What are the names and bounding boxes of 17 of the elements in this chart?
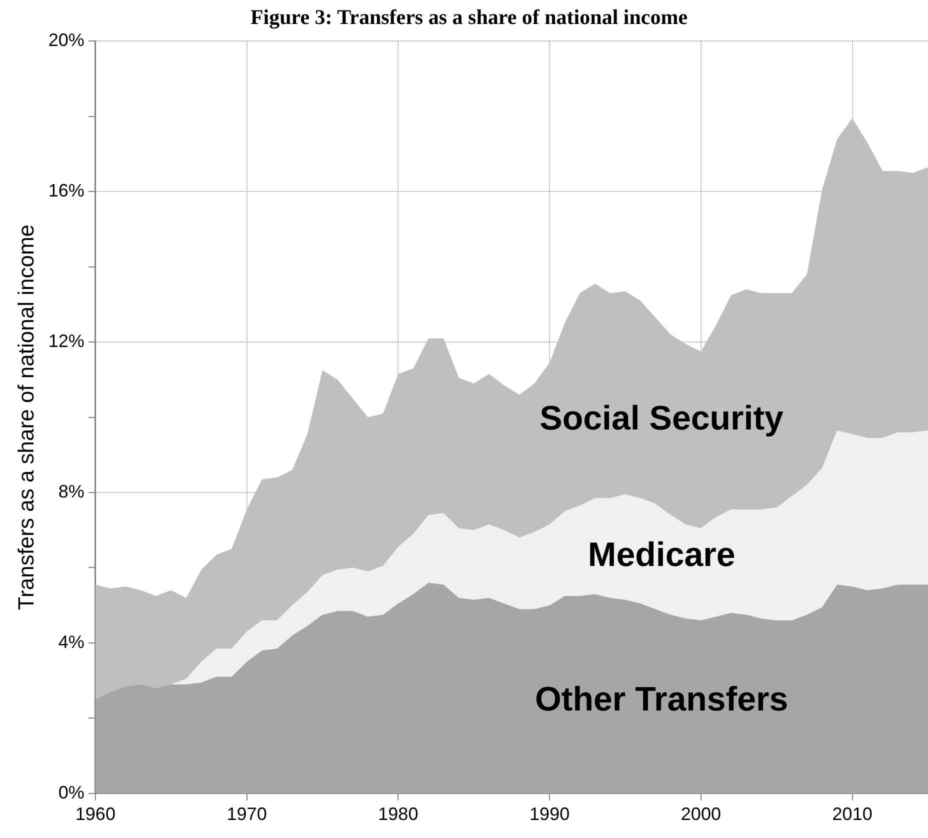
- y-axis-title: Transfers as a share of national income: [13, 224, 38, 610]
- series-label: Other Transfers: [534, 680, 788, 719]
- y-tick-label: 12%: [48, 331, 84, 352]
- y-tick-label: 8%: [58, 481, 84, 502]
- y-tick-label: 16%: [48, 180, 84, 201]
- x-tick-label: 2010: [832, 804, 872, 824]
- x-tick-label: 1980: [378, 804, 418, 824]
- y-tick-label: 20%: [48, 30, 84, 50]
- y-tick-label: 0%: [58, 782, 84, 802]
- x-tick-label: 2000: [680, 804, 721, 824]
- series-label: Medicare: [588, 536, 736, 574]
- x-tick-label: 1960: [75, 804, 116, 824]
- chart-title: Figure 3: Transfers as a share of national income: [250, 5, 688, 30]
- x-tick-label: 1990: [530, 804, 570, 824]
- series-label: Social Security: [540, 399, 784, 438]
- y-tick-label: 4%: [58, 632, 84, 652]
- x-tick-label: 1970: [226, 804, 267, 824]
